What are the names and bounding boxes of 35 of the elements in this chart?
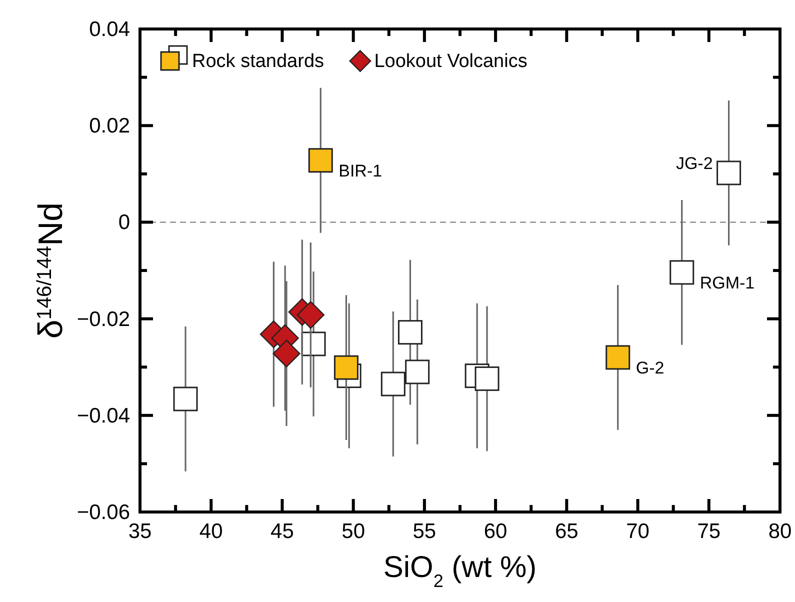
x-tick-label: 50 bbox=[342, 520, 366, 543]
x-tick-label: 35 bbox=[128, 520, 152, 543]
annotation: BIR-1 bbox=[338, 161, 382, 180]
y-tick-label: −0.04 bbox=[76, 404, 130, 428]
x-tick-label: 55 bbox=[412, 520, 436, 543]
point bbox=[334, 355, 358, 380]
x-tick-label: 45 bbox=[270, 520, 294, 543]
point bbox=[173, 386, 198, 412]
point bbox=[606, 345, 630, 370]
point bbox=[474, 366, 500, 391]
x-tick-label: 70 bbox=[626, 520, 650, 543]
x-tick-label: 80 bbox=[768, 520, 792, 543]
point bbox=[272, 340, 300, 368]
legend-label: Rock standards bbox=[192, 51, 324, 72]
y-tick-label: 0.02 bbox=[89, 114, 130, 138]
annotation: RGM-1 bbox=[700, 273, 755, 292]
point bbox=[308, 148, 333, 173]
point bbox=[296, 301, 324, 329]
x-tick-label: 60 bbox=[484, 520, 508, 543]
x-tick-label: 40 bbox=[199, 520, 223, 543]
y-tick-label: 0.04 bbox=[89, 18, 130, 41]
y-tick-label: −0.02 bbox=[76, 308, 130, 331]
point bbox=[670, 260, 694, 285]
point bbox=[405, 360, 430, 384]
point bbox=[380, 372, 406, 396]
x-tick-label: 75 bbox=[697, 520, 721, 543]
x-tick-label: 65 bbox=[554, 520, 578, 543]
point bbox=[398, 320, 422, 345]
annotation: JG-2 bbox=[676, 154, 713, 173]
point bbox=[716, 160, 742, 186]
y-tick-label: −0.06 bbox=[76, 501, 130, 524]
y-tick-label: 0 bbox=[118, 211, 130, 234]
x-axis-title: SiO$_{2}$ (wt %) bbox=[383, 551, 537, 591]
annotation: G-2 bbox=[636, 358, 664, 378]
legend-label: Lookout Volcanics bbox=[374, 51, 528, 72]
